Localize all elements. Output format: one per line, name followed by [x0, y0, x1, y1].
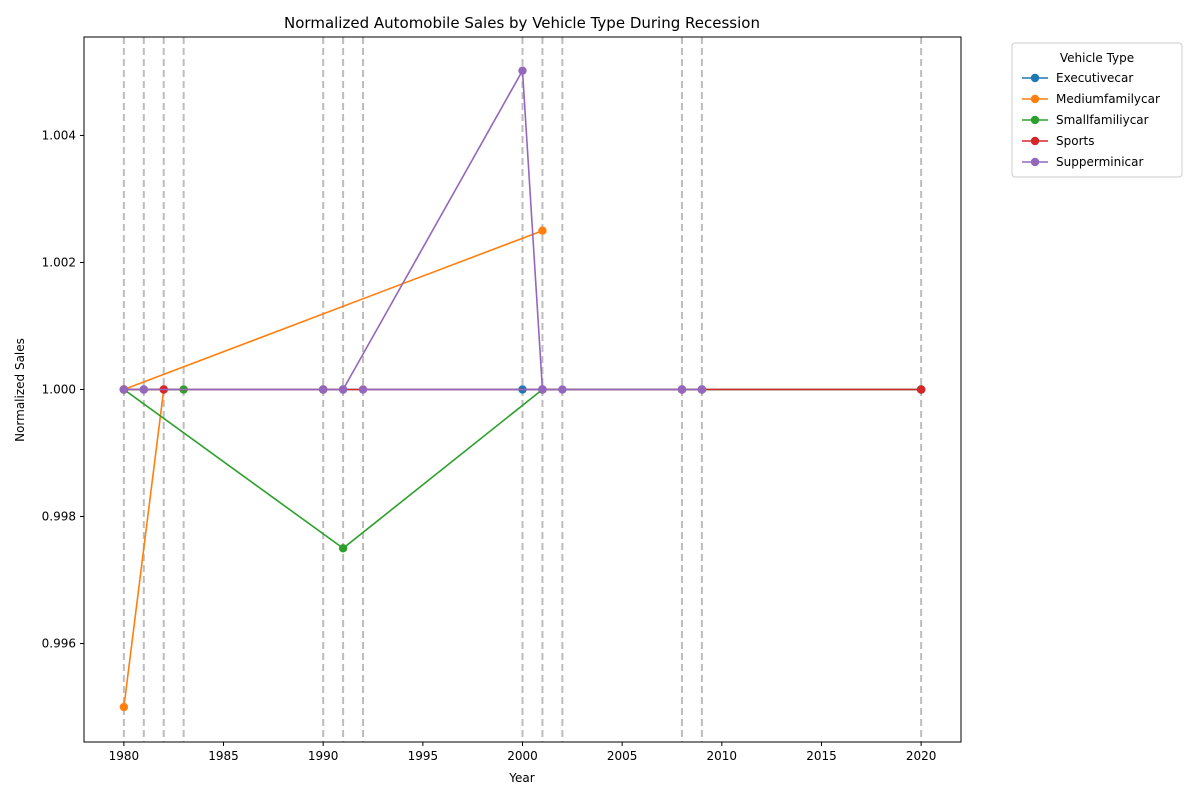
legend-marker-mediumfamilycar: [1030, 94, 1040, 104]
x-axis: 1980 1985 1990 1995 2000 2005 2010 2015 2020: [109, 742, 937, 763]
y-tick-label: 1.002: [42, 255, 76, 269]
data-point-supperminicar: [318, 385, 328, 394]
y-tick-label: 0.996: [42, 637, 76, 651]
data-point-supperminicar: [518, 66, 527, 75]
legend-items: Executivecar Mediumfamilycar Smallfamiliyc…: [1022, 71, 1160, 169]
data-point-sports: [916, 385, 926, 394]
series-line-mediumfamilycar: [123, 229, 543, 708]
x-tick-label: 1980: [109, 749, 140, 763]
legend-label-mediumfamilycar: Mediumfamilycar: [1056, 92, 1160, 106]
data-point-supperminicar: [139, 385, 148, 394]
x-tick-label: 2015: [806, 749, 837, 763]
data-point-supperminicar: [677, 385, 687, 394]
legend-marker-supperminicar: [1030, 157, 1040, 167]
x-tick-label: 2010: [707, 749, 738, 763]
y-tick-label: 1.000: [42, 383, 76, 397]
legend-label-supperminicar: Supperminicar: [1056, 155, 1143, 169]
legend-label-sports: Sports: [1056, 134, 1094, 148]
legend-marker-smallfamiliycar: [1030, 115, 1040, 125]
legend: Vehicle Type Executivecar Mediumfamilycar…: [1011, 42, 1183, 178]
legend-title: Vehicle Type: [1060, 51, 1134, 65]
data-point-supperminicar: [338, 385, 348, 394]
data-point-supperminicar: [697, 385, 707, 394]
data-point-supperminicar: [358, 385, 368, 394]
series-line-supperminicar: [123, 67, 702, 391]
x-axis-label: Year: [508, 771, 534, 785]
x-tick-label: 1990: [308, 749, 339, 763]
legend-label-executivecar: Executivecar: [1056, 71, 1133, 85]
data-point-mediumfamilycar: [119, 702, 129, 712]
legend-box: [1011, 42, 1183, 178]
chart-title: Normalized Automobile Sales by Vehicle T…: [284, 14, 760, 32]
y-axis: 0.996 0.998 1.000 1.002 1.004: [42, 128, 84, 651]
data-point-supperminicar: [119, 385, 129, 394]
y-tick-label: 1.004: [42, 128, 76, 142]
data-point-supperminicar: [538, 385, 547, 394]
legend-marker-executivecar: [1030, 73, 1040, 83]
data-point-smallfamiliycar: [338, 544, 348, 553]
y-tick-label: 0.998: [42, 510, 76, 524]
data-point-supperminicar: [558, 385, 567, 394]
series-layer: [119, 66, 926, 712]
x-tick-label: 2020: [906, 749, 937, 763]
x-tick-label: 2000: [507, 749, 538, 763]
legend-marker-sports: [1030, 136, 1040, 146]
data-point-mediumfamilycar: [538, 226, 547, 235]
x-tick-label: 1995: [408, 749, 439, 763]
y-axis-label: Normalized Sales: [13, 338, 27, 442]
legend-label-smallfamiliycar: Smallfamiliycar: [1056, 113, 1149, 127]
x-tick-label: 2005: [607, 749, 638, 763]
x-tick-label: 1985: [208, 749, 239, 763]
